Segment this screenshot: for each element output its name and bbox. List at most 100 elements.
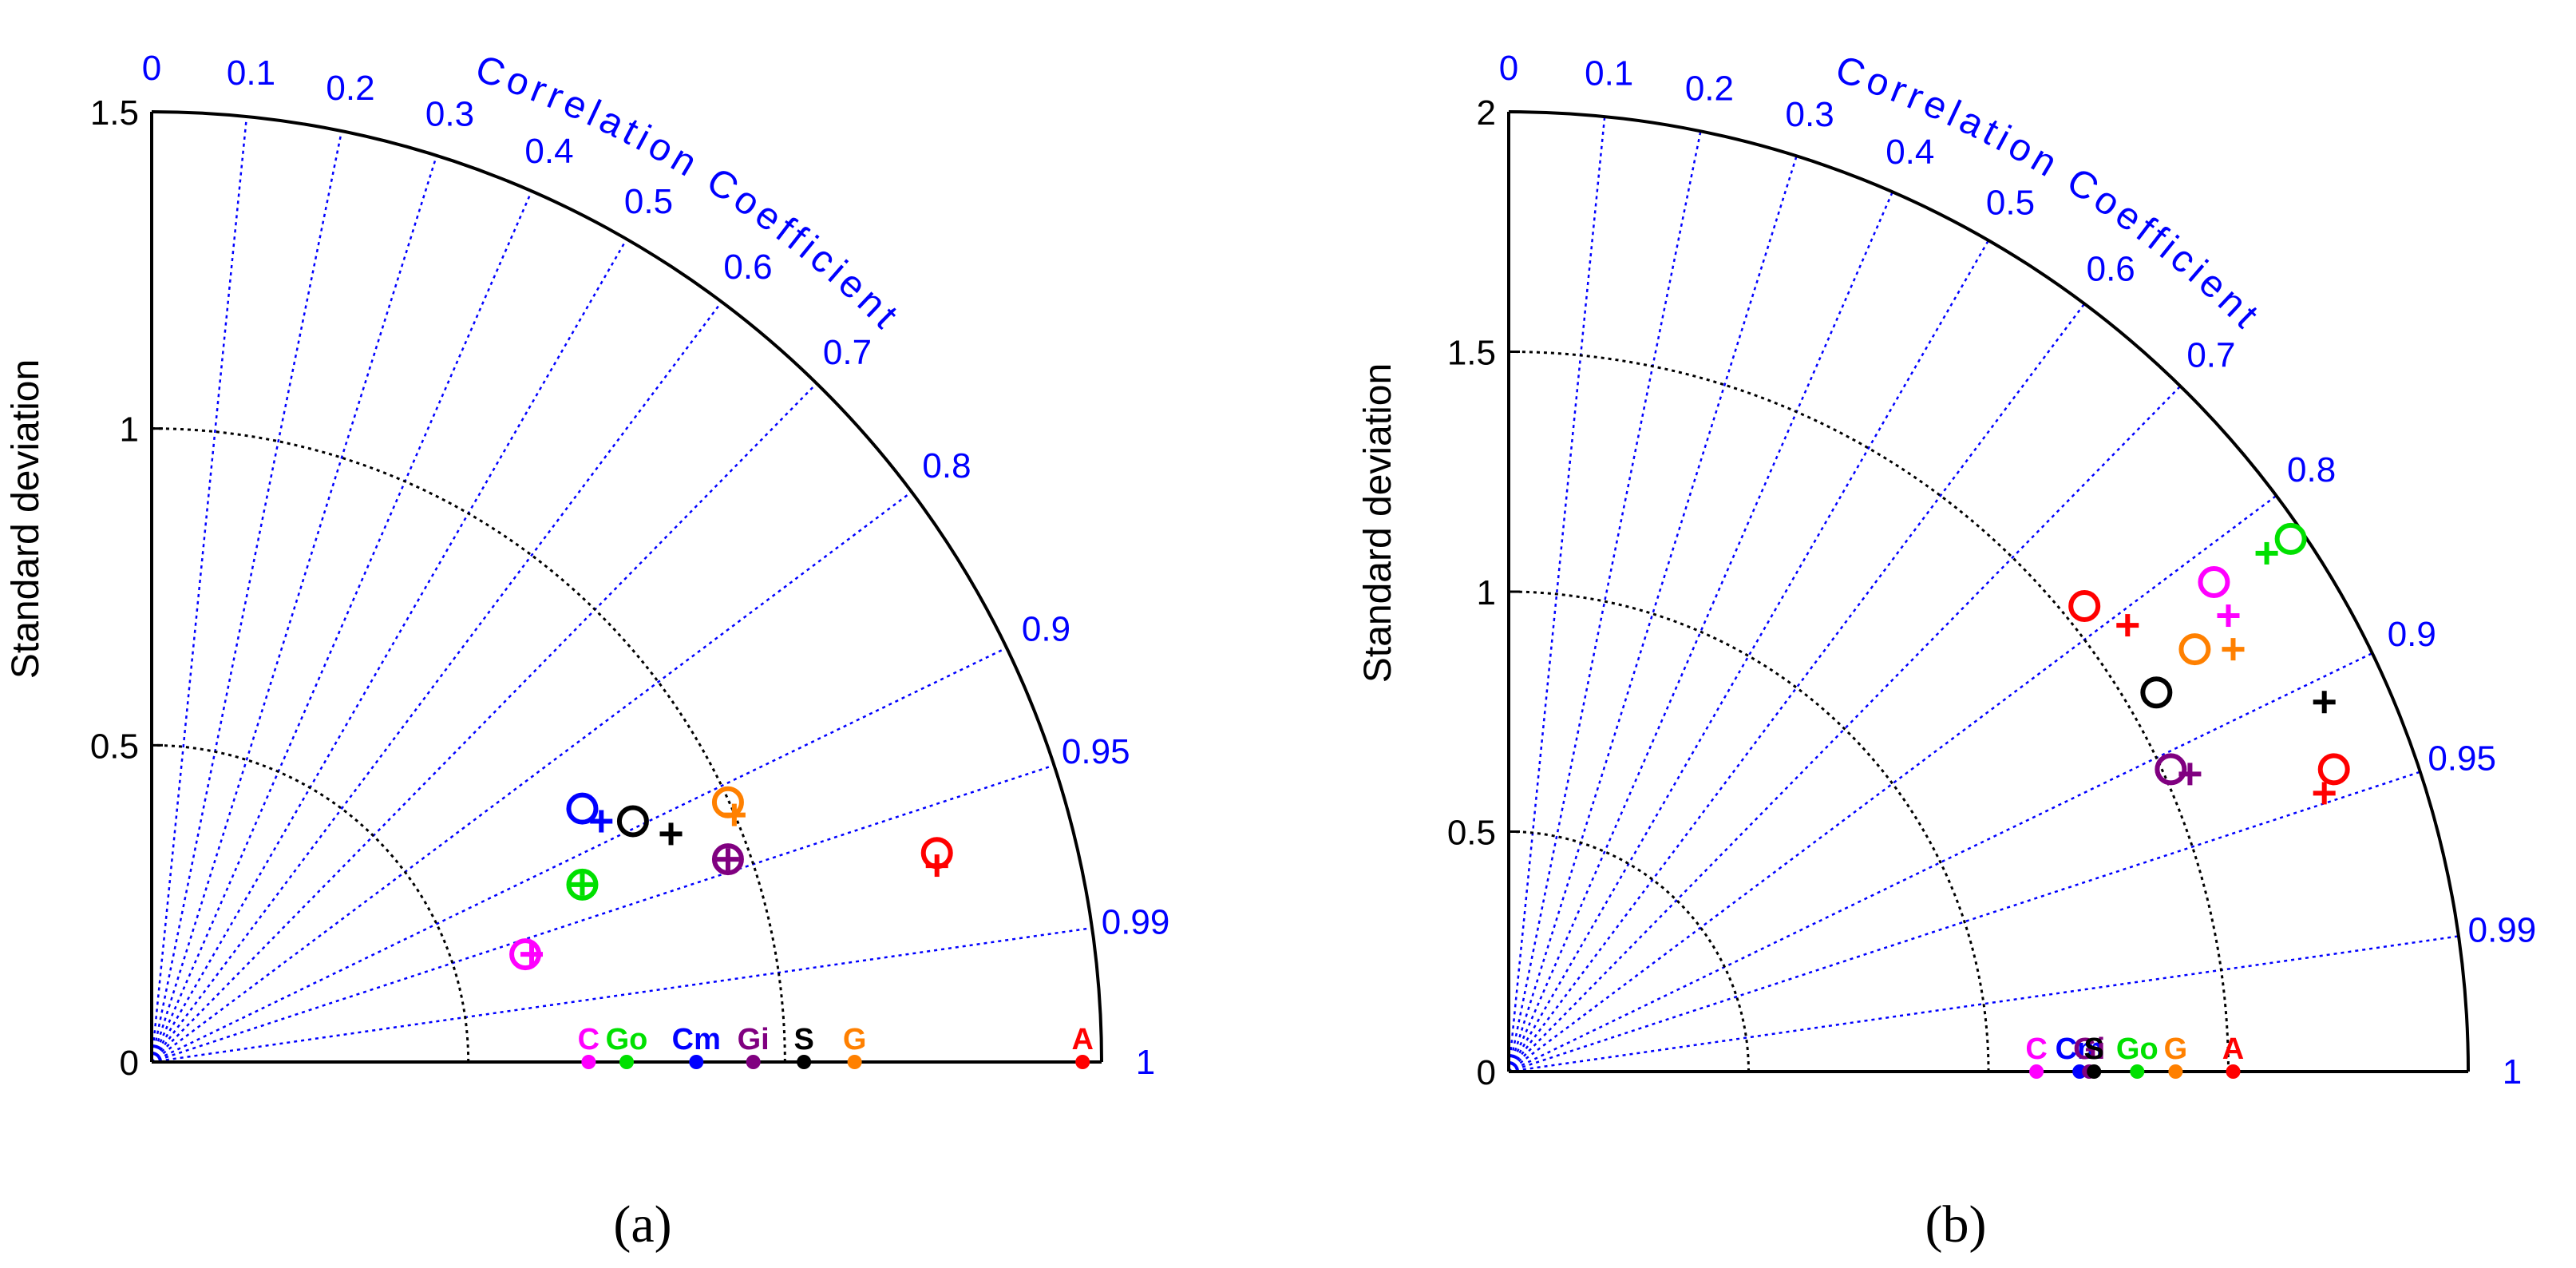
std-tick-label: 1 [120,410,139,450]
correlation-tick-label: 0 [142,49,161,88]
correlation-ray [1508,385,2182,1072]
reference-point-label: A [2222,1032,2244,1066]
std-arc [1508,351,2230,1072]
correlation-tick-label: 1 [1136,1043,1155,1082]
correlation-ray [1507,155,1798,1072]
correlation-ray [1507,131,1702,1072]
reference-point-label: C [578,1023,599,1056]
correlation-tick-label: 0.4 [524,132,573,171]
reference-point-label: S [793,1023,813,1056]
reference-point-label: G [2164,1032,2188,1066]
model-circle-marker [2068,590,2101,623]
correlation-tick-label: 0.1 [1585,53,1633,93]
model-cross-marker [2255,541,2278,565]
model-cross-marker [590,810,613,833]
correlation-ray [151,764,1055,1064]
correlation-tick-label: 0.99 [1102,902,1170,941]
correlation-ray [150,155,438,1063]
correlation-tick-label: 0.8 [922,446,971,485]
model-circle-marker [2198,565,2230,598]
reference-point-label: Gi [738,1023,770,1056]
correlation-ray [1507,191,1893,1072]
correlation-ray [151,301,722,1063]
correlation-tick-label: 0.5 [1986,183,2035,222]
correlation-ray [1508,494,2277,1073]
model-circle-marker [616,805,649,838]
correlation-tick-label: 0.2 [326,69,374,108]
correlation-tick-label: 0.2 [1685,69,1734,108]
taylor-panel-a: 0 0.1 0.2 0.3 0.4 0.5 0.6 0.7 0.8 0.9 0.95 0.99 1 0 0.… [5,44,1170,1254]
correlation-tick-label: 0.9 [1022,609,1070,648]
taylor-panel-b: 0 0.1 0.2 0.3 0.4 0.5 0.6 0.7 0.8 0.9 0.95 0.99 1 0 0.… [1357,44,2537,1254]
outer-arc [151,110,1103,1063]
reference-point [2168,1064,2183,1079]
model-circle-marker [2155,753,2187,786]
reference-point [2029,1064,2044,1079]
model-cross-marker [659,822,683,846]
correlation-tick-label: 0.6 [2087,249,2135,288]
model-circle-marker [711,786,744,818]
correlation-tick-label: 0.99 [2468,911,2537,950]
reference-point-label: Cm [672,1023,721,1056]
reference-point [746,1055,761,1069]
correlation-tick-label: 0.4 [1886,133,1934,172]
reference-point [2226,1064,2241,1079]
reference-point-label: A [1071,1023,1093,1056]
correlation-tick-label: 0.9 [2388,615,2436,654]
std-tick-label: 1.5 [90,93,139,133]
reference-point-label: G [843,1023,867,1056]
correlation-tick-label: 0.95 [1062,732,1130,771]
model-circle-marker [566,792,599,825]
correlation-tick-label: 0.7 [823,333,872,372]
model-cross-marker [520,943,543,966]
correlation-tick-label: 0.7 [2186,335,2235,374]
model-circle-marker [2140,676,2173,709]
correlation-ray [150,130,343,1063]
std-arc [151,743,470,1063]
correlation-ray [151,647,1007,1064]
model-circle-marker [566,868,599,901]
correlation-ray [1508,652,2373,1073]
model-cross-marker [2116,614,2139,637]
correlation-ray [151,491,912,1063]
model-circle-marker [2317,753,2350,786]
correlation-ray [1507,240,1990,1072]
reference-point [619,1055,634,1069]
model-cross-marker [2178,763,2202,786]
correlation-tick-label: 1 [2503,1052,2522,1092]
model-cross-marker [2222,638,2245,661]
std-arc [1508,590,1990,1072]
model-cross-marker [2313,782,2336,805]
std-tick-label: 0 [1477,1053,1496,1092]
reference-point-label: Go [2116,1032,2159,1066]
correlation-ray [1507,116,1606,1072]
correlation-ray [1508,771,2421,1073]
std-tick-label: 1.5 [1447,334,1496,373]
model-circle-marker [2274,522,2307,555]
correlation-tick-label: 0.1 [227,53,275,93]
correlation-tick-label: 0.5 [624,182,673,221]
panel-label: (a) [613,1195,671,1254]
correlation-tick-label: 0.6 [723,248,772,287]
reference-point-label: Cm [2056,1032,2104,1066]
std-arc [1508,830,1750,1072]
correlation-tick-label: 0 [1499,49,1518,88]
model-cross-marker [2313,691,2336,714]
reference-point [689,1055,704,1069]
std-tick-label: 2 [1477,93,1496,133]
reference-point [847,1055,862,1069]
correlation-ray [150,238,628,1063]
reference-point-label: Gi [2073,1032,2105,1066]
reference-point [1075,1055,1090,1069]
outer-arc [1508,110,2470,1072]
correlation-label-path [1690,44,2476,681]
model-cross-marker [571,873,594,896]
std-arc [151,427,786,1063]
model-circle-marker [2178,633,2211,666]
correlation-tick-label: 0.8 [2287,450,2336,489]
correlation-label-path [331,44,1110,675]
std-tick-label: 1 [1477,573,1496,612]
correlation-ray [151,926,1093,1064]
panel-label: (b) [1925,1195,1987,1254]
